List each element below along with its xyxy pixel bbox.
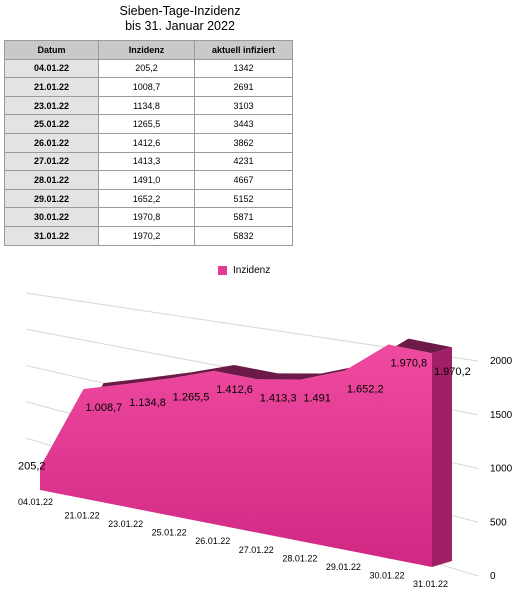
- cell-datum: 30.01.22: [4, 207, 99, 227]
- table-row: 21.01.22 1008,7 2691: [4, 77, 293, 97]
- table-row: 25.01.22 1265,5 3443: [4, 114, 293, 134]
- x-tick-label: 31.01.22: [413, 579, 448, 589]
- x-tick-label: 27.01.22: [239, 545, 274, 555]
- y-tick-label: 500: [490, 517, 507, 528]
- table-row: 28.01.22 1491,0 4667: [4, 170, 293, 190]
- cell-datum: 31.01.22: [4, 225, 99, 246]
- data-label: 205,2: [18, 461, 46, 473]
- table-row: 30.01.22 1970,8 5871: [4, 207, 293, 227]
- cell-datum: 04.01.22: [4, 58, 99, 79]
- table-row: 26.01.22 1412,6 3862: [4, 132, 293, 153]
- cell-datum: 23.01.22: [4, 95, 99, 116]
- cell-aktuell-infiziert: 1342: [194, 58, 293, 79]
- y-tick-label: 0: [490, 571, 496, 582]
- data-label: 1.413,3: [260, 392, 297, 404]
- table-row: 27.01.22 1413,3 4231: [4, 151, 293, 172]
- cell-inzidenz: 1970,8: [98, 207, 195, 227]
- title-line-1: Sieben-Tage-Inzidenz: [119, 4, 241, 18]
- cell-datum: 26.01.22: [4, 132, 99, 153]
- x-tick-label: 23.01.22: [108, 519, 143, 529]
- data-label: 1.265,5: [173, 391, 210, 403]
- cell-aktuell-infiziert: 5152: [194, 188, 293, 209]
- header-aktuell-infiziert: aktuell infiziert: [194, 40, 293, 60]
- cell-aktuell-infiziert: 4231: [194, 151, 293, 172]
- cell-aktuell-infiziert: 3103: [194, 95, 293, 116]
- x-tick-label: 04.01.22: [18, 497, 53, 507]
- header-inzidenz: Inzidenz: [98, 40, 195, 60]
- x-tick-label: 26.01.22: [195, 536, 230, 546]
- cell-inzidenz: 1265,5: [98, 114, 195, 134]
- cell-datum: 28.01.22: [4, 170, 99, 190]
- cell-inzidenz: 1652,2: [98, 188, 195, 209]
- x-tick-label: 28.01.22: [282, 553, 317, 563]
- data-label: 1.970,2: [434, 366, 471, 378]
- cell-datum: 27.01.22: [4, 151, 99, 172]
- cell-datum: 25.01.22: [4, 114, 99, 134]
- cell-aktuell-infiziert: 5871: [194, 207, 293, 227]
- chart-legend: Inzidenz: [218, 265, 270, 276]
- x-tick-label: 25.01.22: [152, 528, 187, 538]
- y-tick-label: 1000: [490, 464, 513, 475]
- cell-aktuell-infiziert: 5832: [194, 225, 293, 246]
- x-tick-label: 30.01.22: [369, 570, 404, 580]
- data-label: 1.412,6: [216, 384, 253, 396]
- data-label: 1.491: [303, 393, 331, 405]
- cell-aktuell-infiziert: 4667: [194, 170, 293, 190]
- legend-label: Inzidenz: [233, 265, 271, 276]
- table-header-row: Datum Inzidenz aktuell infiziert: [4, 40, 293, 60]
- cell-datum: 29.01.22: [4, 188, 99, 209]
- table-row: 04.01.22 205,2 1342: [4, 58, 293, 79]
- y-tick-label: 1500: [490, 410, 513, 421]
- area-end-face: [432, 347, 452, 567]
- x-tick-label: 21.01.22: [65, 511, 100, 521]
- cell-inzidenz: 1413,3: [98, 151, 195, 172]
- cell-inzidenz: 1970,2: [98, 225, 195, 246]
- table-row: 31.01.22 1970,2 5832: [4, 225, 293, 246]
- legend-swatch: [218, 266, 227, 275]
- y-tick-label: 2000: [490, 356, 513, 367]
- cell-inzidenz: 205,2: [98, 58, 195, 79]
- cell-aktuell-infiziert: 3862: [194, 132, 293, 153]
- cell-inzidenz: 1008,7: [98, 77, 195, 97]
- table-row: 29.01.22 1652,2 5152: [4, 188, 293, 209]
- table-row: 23.01.22 1134,8 3103: [4, 95, 293, 116]
- title-line-2: bis 31. Januar 2022: [125, 19, 235, 33]
- chart-title: Sieben-Tage-Inzidenz bis 31. Januar 2022: [80, 4, 280, 34]
- area-front-face: [40, 344, 432, 567]
- area-chart: 0 500 1000 1500 2000 205,2 1.008,7 1.134,8 1.265…: [18, 292, 513, 589]
- cell-datum: 21.01.22: [4, 77, 99, 97]
- data-label: 1.008,7: [86, 402, 123, 414]
- cell-inzidenz: 1134,8: [98, 95, 195, 116]
- cell-inzidenz: 1491,0: [98, 170, 195, 190]
- cell-aktuell-infiziert: 3443: [194, 114, 293, 134]
- data-table: Datum Inzidenz aktuell infiziert 04.01.2…: [4, 40, 293, 246]
- cell-aktuell-infiziert: 2691: [194, 77, 293, 97]
- data-label: 1.652,2: [347, 384, 384, 396]
- data-label: 1.134,8: [129, 397, 166, 409]
- header-datum: Datum: [4, 40, 99, 60]
- data-label: 1.970,8: [390, 358, 427, 370]
- cell-inzidenz: 1412,6: [98, 132, 195, 153]
- x-tick-label: 29.01.22: [326, 562, 361, 572]
